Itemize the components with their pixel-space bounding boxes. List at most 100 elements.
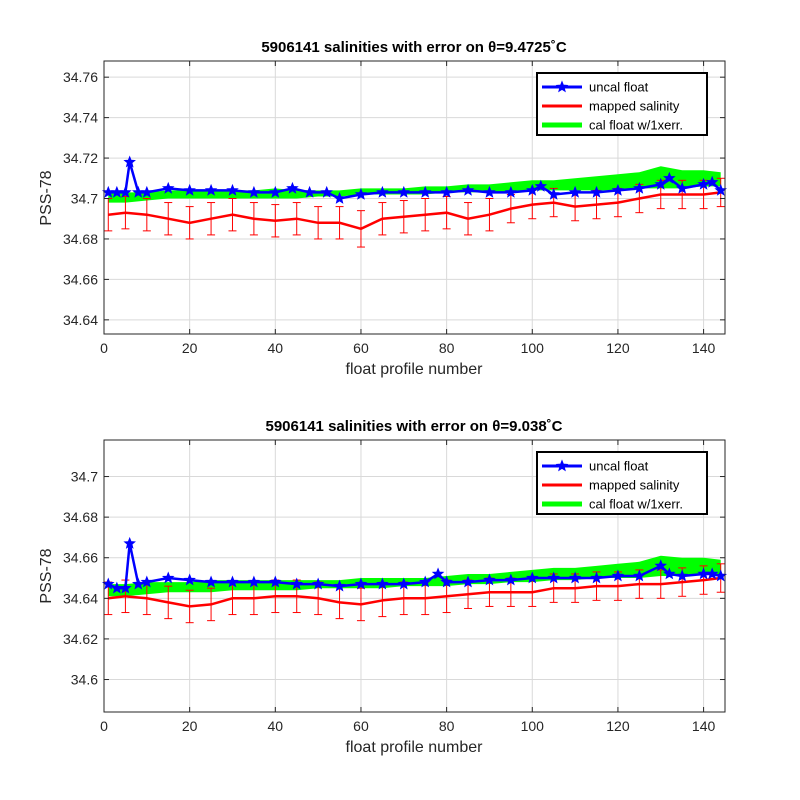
data-point <box>286 181 299 194</box>
series-uncal-float-markers <box>102 536 727 594</box>
data-point <box>611 183 625 196</box>
x-tick-label: 80 <box>439 340 455 356</box>
chart-panel-top: 5906141 salinities with error on θ=9.472… <box>38 39 727 378</box>
x-axis-label: float profile number <box>346 361 484 378</box>
series-mapped-salinity-line <box>108 576 721 608</box>
data-point <box>431 567 445 580</box>
data-point <box>376 185 389 198</box>
data-point <box>204 575 218 588</box>
data-point <box>418 185 432 198</box>
data-point <box>654 177 668 190</box>
data-point <box>440 575 453 588</box>
data-point <box>504 573 518 586</box>
data-point <box>705 175 719 188</box>
data-point <box>483 185 496 198</box>
chart-title: 5906141 salinities with error on θ=9.472… <box>261 39 567 56</box>
data-point <box>376 577 389 590</box>
x-tick-label: 80 <box>439 718 455 734</box>
data-point <box>654 559 668 572</box>
y-tick-label: 34.66 <box>63 271 98 287</box>
y-tick-label: 34.74 <box>63 110 98 126</box>
axes-box <box>103 60 726 335</box>
legend: uncal float mapped salinity cal float w/1x… <box>536 451 708 515</box>
data-point <box>504 185 518 198</box>
grid <box>104 61 725 334</box>
x-tick-label: 100 <box>521 718 545 734</box>
axes-box <box>103 439 726 713</box>
data-point <box>611 569 625 582</box>
data-point <box>247 575 261 588</box>
data-point <box>397 185 411 198</box>
data-point <box>526 183 539 196</box>
legend-label: mapped salinity <box>589 478 680 493</box>
data-point <box>418 575 432 588</box>
data-point <box>226 183 239 196</box>
data-point <box>675 569 689 582</box>
x-tick-label: 0 <box>100 340 108 356</box>
data-point <box>269 575 282 588</box>
data-point <box>311 577 325 590</box>
data-point <box>226 575 239 588</box>
y-axis-label: PSS-78 <box>38 548 55 603</box>
series-mapped-salinity-line <box>108 191 721 231</box>
legend-label: cal float w/1xerr. <box>589 497 683 512</box>
x-tick-label: 140 <box>692 340 716 356</box>
data-point <box>590 185 603 198</box>
data-point <box>119 581 132 594</box>
chart-panel-bottom: 5906141 salinities with error on θ=9.038… <box>38 418 727 756</box>
data-point <box>247 185 261 198</box>
data-point <box>123 155 136 168</box>
legend-label: uncal float <box>589 80 649 95</box>
data-point <box>705 567 719 580</box>
data-point <box>119 185 132 198</box>
data-point <box>526 571 539 584</box>
data-point <box>697 177 710 190</box>
x-tick-label: 40 <box>268 718 284 734</box>
data-point <box>568 185 582 198</box>
x-tick-label: 140 <box>692 718 716 734</box>
y-tick-label: 34.76 <box>63 69 98 85</box>
y-tick-label: 34.68 <box>63 509 98 525</box>
data-point <box>534 179 548 192</box>
data-point <box>354 187 368 200</box>
y-tick-label: 34.64 <box>63 590 98 606</box>
data-point <box>397 577 411 590</box>
data-point <box>183 183 196 196</box>
x-tick-label: 60 <box>353 340 369 356</box>
y-tick-label: 34.7 <box>71 469 98 485</box>
y-tick-label: 34.6 <box>71 672 98 688</box>
series-uncal-float-markers <box>102 155 727 204</box>
x-tick-label: 60 <box>353 718 369 734</box>
y-tick-label: 34.62 <box>63 631 98 647</box>
data-point <box>440 185 453 198</box>
y-tick-label: 34.72 <box>63 150 98 166</box>
y-tick-label: 34.68 <box>63 231 98 247</box>
ticks: 0 20 40 60 80 100 120 140 34.64 34.66 34.68 34.7 34.… <box>63 61 725 356</box>
data-point <box>333 191 346 204</box>
x-tick-label: 120 <box>606 340 630 356</box>
data-point <box>161 181 175 194</box>
data-point <box>140 575 154 588</box>
data-point <box>547 571 560 584</box>
data-point <box>461 575 475 588</box>
legend-marker <box>555 459 569 472</box>
legend-marker <box>555 80 569 93</box>
series-cal-float-band <box>108 555 721 597</box>
data-point <box>183 573 196 586</box>
x-tick-label: 100 <box>521 340 545 356</box>
legend: uncal float mapped salinity cal float w/1x… <box>536 72 708 136</box>
y-axis-label: PSS-78 <box>38 170 55 225</box>
data-point <box>663 171 676 184</box>
x-tick-label: 0 <box>100 718 108 734</box>
chart-title: 5906141 salinities with error on θ=9.038… <box>266 418 563 435</box>
data-point <box>633 181 646 194</box>
y-tick-label: 34.64 <box>63 312 98 328</box>
data-point <box>161 571 175 584</box>
data-point <box>303 185 316 198</box>
data-point <box>140 185 154 198</box>
legend-label: uncal float <box>589 459 649 474</box>
x-tick-label: 20 <box>182 340 198 356</box>
x-axis-label: float profile number <box>346 739 484 756</box>
x-tick-label: 120 <box>606 718 630 734</box>
